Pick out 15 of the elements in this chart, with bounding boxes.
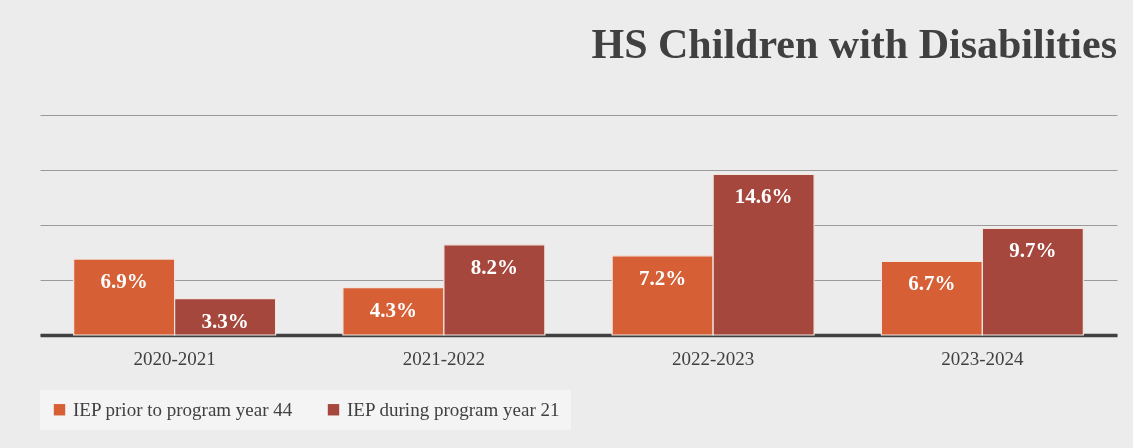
chart-title: HS Children with Disabilities bbox=[591, 21, 1117, 67]
x-tick-label: 2022-2023 bbox=[671, 347, 755, 369]
data-label: 6.7% bbox=[908, 271, 956, 296]
x-tick-label: 2023-2024 bbox=[941, 347, 1025, 369]
x-tick-label: 2021-2022 bbox=[402, 347, 486, 369]
data-label: 8.2% bbox=[470, 254, 518, 279]
legend-label: IEP prior to program year 44 bbox=[73, 398, 293, 420]
data-label: 9.7% bbox=[1009, 238, 1057, 263]
data-label: 3.3% bbox=[201, 308, 249, 333]
x-tick-label: 2020-2021 bbox=[133, 347, 216, 369]
data-label: 14.6% bbox=[734, 184, 793, 209]
data-label: 6.9% bbox=[100, 269, 148, 294]
legend-label: IEP during program year 21 bbox=[347, 398, 560, 420]
data-label: 7.2% bbox=[639, 265, 687, 290]
data-label: 4.3% bbox=[369, 297, 418, 322]
